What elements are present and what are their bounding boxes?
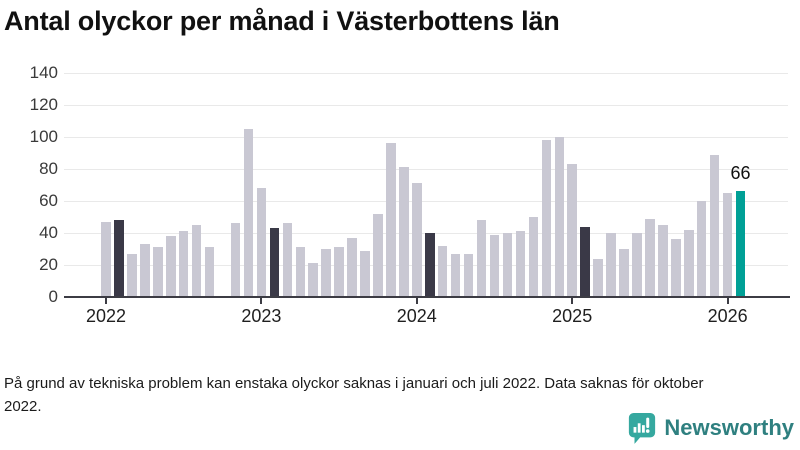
bar-2025-6	[632, 233, 642, 297]
bar-2025-11	[696, 201, 707, 297]
bar-2024-3	[437, 245, 448, 297]
bar-2025-3	[593, 258, 603, 297]
bar-2025-7	[645, 218, 655, 297]
gridline-80	[64, 168, 788, 170]
newsworthy-logo: Newsworthy	[627, 411, 794, 444]
x-tick-2025	[571, 298, 574, 304]
bar-2025-4	[606, 233, 616, 297]
x-axis-line	[64, 296, 790, 298]
y-axis-label: 80	[39, 159, 58, 178]
bar-2022-3	[127, 253, 137, 297]
gridline-120	[64, 104, 788, 106]
bar-2025-5	[619, 249, 629, 297]
plot-area: 66	[64, 72, 788, 297]
bar-2023-2	[269, 228, 280, 297]
bar-2024-1	[412, 183, 422, 297]
bar-2024-9	[515, 231, 526, 297]
bar-2023-9	[360, 250, 370, 297]
bar-2023-11	[386, 143, 396, 297]
y-axis-label: 120	[29, 95, 58, 114]
x-tick-2026	[726, 298, 729, 304]
bar-2023-6	[321, 249, 331, 297]
newsworthy-logo-text: Newsworthy	[664, 414, 794, 440]
y-axis-label: 140	[29, 63, 58, 82]
y-axis-label: 40	[39, 223, 58, 242]
y-axis-label: 0	[48, 287, 58, 306]
x-axis-label: 2023	[241, 306, 282, 326]
bar-2022-8	[191, 225, 202, 297]
x-tick-2024	[415, 298, 418, 304]
bar-2025-8	[658, 225, 668, 297]
bar-2023-7	[334, 247, 344, 297]
gridline-60	[64, 200, 788, 202]
x-axis-label: 2025	[552, 306, 593, 326]
bar-2022-9	[204, 247, 215, 297]
x-axis-label: 2022	[85, 306, 127, 326]
bar-2024-12	[554, 137, 564, 297]
bar-2022-7	[178, 231, 189, 297]
bar-2022-1	[101, 221, 111, 297]
bar-2023-4	[295, 247, 305, 297]
accidents-bar-chart: 0 20 40 60 80 100 120 140 66 2022 2023 2024 2025 20…	[29, 63, 790, 326]
bar-2025-9	[671, 239, 681, 297]
y-axis-label: 100	[29, 127, 58, 146]
bar-2024-11	[541, 140, 552, 297]
bar-2022-12	[243, 129, 254, 297]
bar-2024-8	[502, 233, 513, 297]
bar-2024-10	[528, 217, 539, 297]
gridline-100	[64, 136, 788, 138]
bar-2023-10	[373, 213, 383, 297]
bar-2025-10	[684, 229, 694, 297]
bar-2023-3	[282, 223, 293, 297]
newsworthy-badge-icon	[629, 412, 656, 444]
x-tick-2023	[260, 298, 263, 304]
bar-2022-6	[166, 236, 176, 297]
bar-2024-7	[489, 234, 500, 297]
bar-2023-5	[308, 263, 318, 297]
bar-2024-2	[425, 233, 435, 297]
bar-2023-1	[256, 188, 267, 297]
footnote-text: På grund av tekniska problem kan enstaka…	[4, 375, 704, 415]
y-axis-label: 60	[39, 191, 58, 210]
bar-2022-11	[230, 223, 241, 297]
bar-2023-12	[399, 167, 409, 297]
bar-2024-5	[463, 253, 474, 297]
bar-2022-4	[140, 244, 150, 297]
y-axis-label: 20	[39, 255, 58, 274]
bar-2023-8	[347, 237, 357, 297]
bar-2026-2-latest	[735, 191, 746, 297]
x-tick-2022	[105, 298, 107, 304]
x-axis-label: 2026	[707, 306, 748, 326]
gridline-140	[64, 72, 788, 74]
bar-2022-2	[114, 220, 124, 297]
chart-title: Antal olyckor per månad i Västerbottens …	[4, 6, 560, 36]
bar-2025-2	[580, 226, 590, 297]
bar-2026-1	[722, 193, 733, 297]
bar-2025-12	[709, 154, 720, 297]
bar-2022-5	[153, 247, 163, 297]
bar-2024-6	[476, 220, 487, 297]
latest-value-label: 66	[730, 163, 751, 184]
x-axis-label: 2024	[396, 306, 437, 326]
bar-2024-4	[450, 253, 461, 297]
bar-2025-1	[567, 164, 577, 297]
